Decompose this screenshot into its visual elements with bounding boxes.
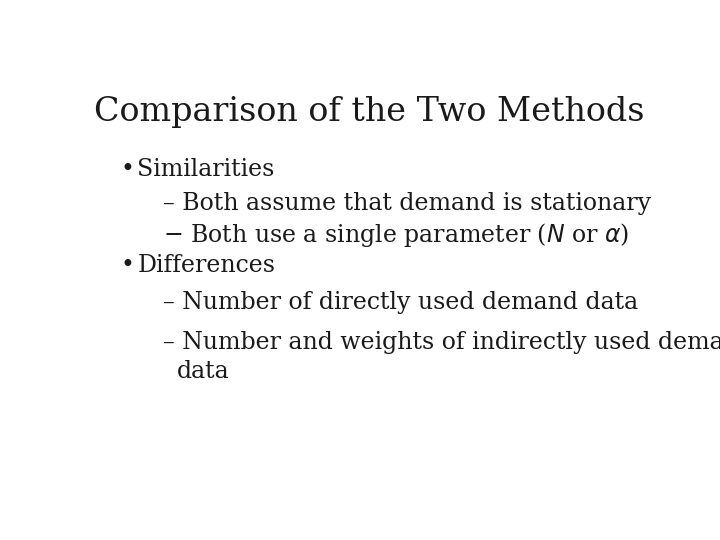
Text: Comparison of the Two Methods: Comparison of the Two Methods (94, 96, 644, 128)
Text: •: • (121, 254, 135, 277)
Text: – Number of directly used demand data: – Number of directly used demand data (163, 292, 638, 314)
Text: Differences: Differences (138, 254, 276, 277)
Text: data: data (176, 360, 229, 383)
Text: •: • (121, 158, 135, 181)
Text: – Both assume that demand is stationary: – Both assume that demand is stationary (163, 192, 651, 214)
Text: – Number and weights of indirectly used demand: – Number and weights of indirectly used … (163, 331, 720, 354)
Text: $-$ Both use a single parameter ($N$ or $\alpha$): $-$ Both use a single parameter ($N$ or … (163, 221, 629, 249)
Text: Similarities: Similarities (138, 158, 275, 181)
